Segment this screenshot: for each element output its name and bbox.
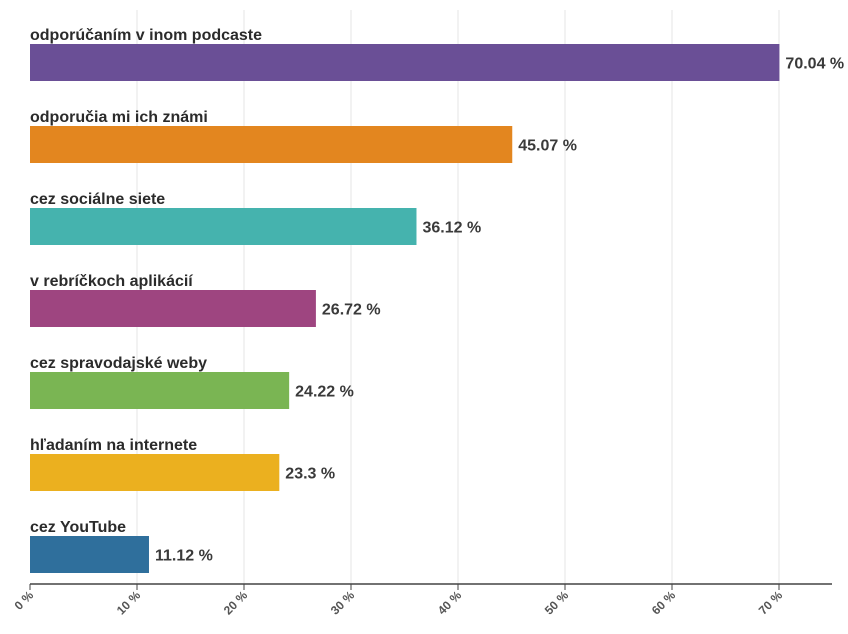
x-tick-label: 30 % — [328, 588, 357, 617]
category-label: cez sociálne siete — [30, 191, 165, 208]
value-label: 45.07 % — [518, 138, 577, 155]
category-label: odporúčaním v inom podcaste — [30, 27, 262, 44]
value-label: 11.12 % — [155, 548, 213, 565]
category-label: cez YouTube — [30, 519, 126, 536]
value-label: 24.22 % — [295, 384, 354, 401]
grid-lines — [136, 10, 780, 584]
x-tick-label: 70 % — [756, 588, 785, 617]
bars: odporúčaním v inom podcaste 70.04 % odporu… — [30, 27, 844, 573]
bar — [30, 208, 417, 245]
x-axis: 0 % 10 % 20 % 30 % 40 % 50 % 60 % 70 % — [12, 583, 832, 617]
value-label: 70.04 % — [785, 56, 844, 73]
x-tick-label: 0 % — [12, 588, 37, 613]
x-tick-label: 10 % — [114, 588, 143, 617]
x-tick-label: 50 % — [542, 588, 571, 617]
bar — [30, 126, 513, 163]
bar — [30, 454, 280, 491]
value-label: 26.72 % — [322, 302, 381, 319]
category-label: hľadaním na internete — [30, 437, 197, 454]
value-label: 23.3 % — [285, 466, 335, 483]
category-label: cez spravodajské weby — [30, 355, 207, 372]
bar — [30, 44, 780, 81]
bar — [30, 290, 316, 327]
x-tick-label: 60 % — [649, 588, 678, 617]
x-tick-label: 40 % — [435, 588, 464, 617]
x-tick-label: 20 % — [221, 588, 250, 617]
value-label: 36.12 % — [422, 220, 481, 237]
bar — [30, 372, 290, 409]
category-label: v rebríčkoch aplikácií — [30, 273, 193, 290]
bar — [30, 536, 149, 573]
category-label: odporučia mi ich známi — [30, 109, 208, 126]
